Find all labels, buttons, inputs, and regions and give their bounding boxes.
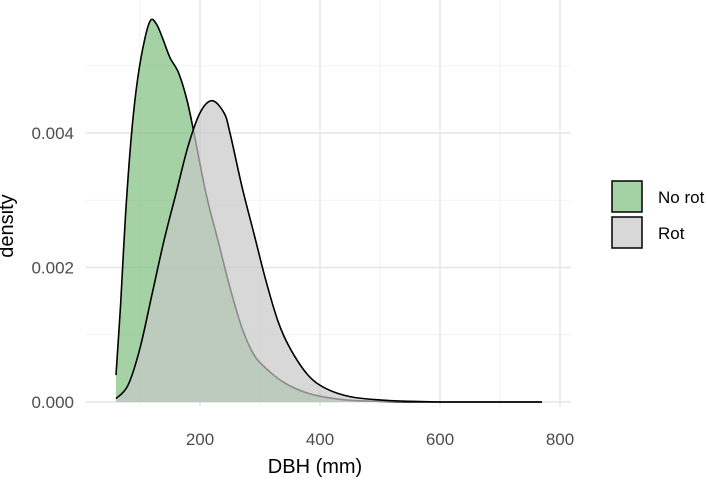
legend-key-no-rot	[612, 181, 642, 212]
y-axis-title: density	[0, 194, 18, 257]
x-tick-label: 400	[306, 430, 334, 449]
x-tick-label: 600	[426, 430, 454, 449]
x-tick-label: 200	[186, 430, 214, 449]
x-tick-label: 800	[546, 430, 574, 449]
y-tick-label: 0.000	[31, 393, 74, 412]
legend-label-rot: Rot	[658, 224, 685, 243]
y-tick-labels: 0.000 0.002 0.004	[31, 124, 74, 412]
legend-label-no-rot: No rot	[658, 188, 705, 207]
density-areas	[116, 19, 542, 402]
x-tick-labels: 200 400 600 800	[186, 430, 574, 449]
y-tick-label: 0.004	[31, 124, 74, 143]
legend: No rot Rot	[611, 180, 705, 249]
legend-key-rot	[612, 217, 642, 248]
x-axis-title: DBH (mm)	[268, 456, 362, 478]
y-tick-label: 0.002	[31, 259, 74, 278]
